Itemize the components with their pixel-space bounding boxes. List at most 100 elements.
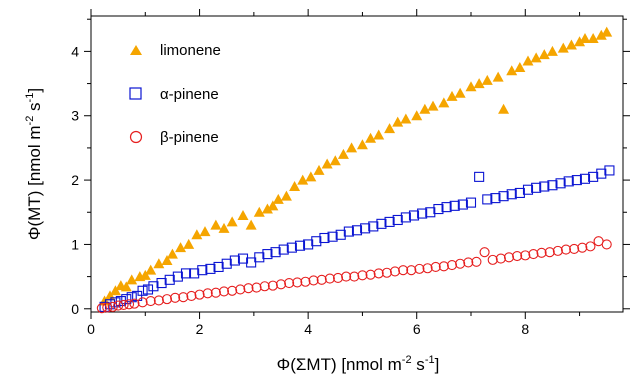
data-point-triangle [465,81,477,92]
data-point-triangle [313,164,325,175]
x-tick-label: 8 [521,321,529,337]
data-point-square [563,176,574,187]
data-point-square [514,187,525,199]
data-point-circle [414,263,425,274]
data-point-triangle [522,55,534,66]
y-tick-label: 1 [71,236,79,252]
data-point-circle [389,266,401,277]
data-point-triangle [126,274,138,285]
data-point-triangle [237,209,249,220]
data-point-circle [123,299,135,310]
data-point-circle [113,300,124,311]
data-point-triangle [329,155,341,166]
data-point-circle [479,247,490,258]
data-point-triangle [506,65,518,76]
y-tick-label: 2 [71,172,79,188]
data-point-circle [528,249,539,260]
y-tick-label: 3 [71,108,79,124]
x-tick-label: 4 [304,321,312,337]
data-point-triangle [226,216,238,227]
data-point-square [221,258,232,269]
data-point-circle [202,288,213,299]
data-point-square [588,171,599,182]
data-point-circle [178,292,189,303]
data-point-triangle [473,78,485,89]
data-point-square [319,232,330,244]
data-point-triangle [305,171,317,182]
data-point-circle [365,269,376,280]
data-point-square [335,229,346,240]
data-point-square [579,173,591,184]
data-point-square [197,265,208,276]
data-point-triangle [446,90,458,101]
data-point-square [433,203,444,215]
legend-label-alpha-pinene: α-pinene [160,86,219,103]
data-point-square [104,299,116,310]
plot-frame [90,15,624,313]
data-point-square [547,180,558,191]
data-point-circle [487,254,498,265]
data-point-circle [316,274,327,285]
data-point-circle [536,247,547,258]
data-point-triangle [530,52,542,63]
data-point-triangle [245,219,257,230]
data-point-square [465,197,477,208]
data-point-triangle [346,142,358,153]
data-point-square [351,225,363,236]
data-point-circle [422,263,433,274]
data-point-circle [503,252,515,263]
data-point-square [303,239,314,250]
data-point-circle [170,292,181,303]
data-point-triangle [120,281,132,292]
data-point-triangle [153,258,165,269]
data-point-triangle [267,200,279,211]
data-point-triangle [337,148,349,159]
data-point-triangle [210,219,222,230]
data-point-circle [161,294,173,305]
legend-label-beta-pinene: β-pinene [160,129,219,146]
data-point-circle [446,259,458,271]
data-point-square [270,247,281,258]
data-point-triangle [109,285,121,296]
data-point-circle [227,285,238,296]
data-point-circle [381,267,392,278]
data-point-triangle [492,71,504,82]
data-point-square [189,268,200,279]
data-point-square [384,216,395,227]
data-point-triangle [175,242,187,253]
data-point-circle [585,241,596,252]
data-point-square [121,294,132,305]
data-point-circle [243,283,254,294]
data-point-square [286,242,297,253]
data-point-square [425,207,436,218]
data-point-triangle [411,110,423,121]
data-point-square [156,277,167,289]
data-point-circle [569,243,580,254]
legend: limonene α-pinene β-pinene [129,42,221,146]
data-point-circle [577,242,588,253]
data-point-triangle [601,26,613,37]
data-point-square [604,165,615,176]
data-point-triangle [565,39,577,50]
data-point-square [449,200,460,211]
data-point-circle [463,257,474,268]
data-point-square [327,231,338,242]
data-point-square [400,212,411,223]
y-axis-title: Φ(MT) [nmol m-2 s-1] [24,88,44,240]
data-point-circle [218,286,230,297]
data-point-square [164,274,175,285]
data-point-circle [357,270,368,281]
data-point-triangle [365,132,377,143]
data-point-triangle [261,203,273,214]
data-point-triangle [297,174,309,185]
data-point-triangle [574,36,586,47]
data-point-circle [308,275,319,286]
data-point-circle [520,250,531,261]
data-point-square [417,208,428,219]
data-point-triangle [373,129,385,140]
data-point-circle [118,299,129,310]
data-point-triangle [427,100,439,111]
data-point-circle [137,297,148,308]
data-point-triangle [595,29,607,40]
